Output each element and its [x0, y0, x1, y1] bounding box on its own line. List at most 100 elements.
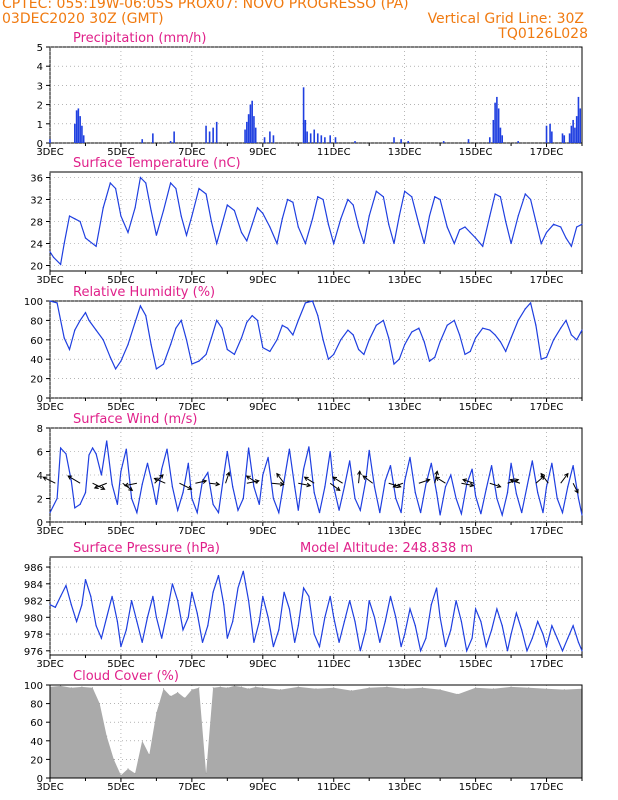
data-point [373, 486, 376, 488]
data-point [333, 242, 335, 245]
wind-arrow-shaft [124, 482, 137, 487]
precip-bar [407, 141, 410, 143]
data-point [343, 486, 345, 488]
data-point [329, 450, 331, 453]
precip-bar [549, 123, 551, 143]
data-point [354, 620, 356, 623]
data-point [130, 599, 133, 602]
data-point [233, 209, 236, 212]
y-tick-label: 1 [37, 120, 43, 131]
precip-bar [253, 116, 255, 143]
data-point [475, 687, 477, 689]
data-point [180, 319, 182, 321]
y-tick-label: 6 [37, 448, 43, 459]
data-point [272, 497, 275, 500]
x-tick-label: 13DEC [388, 782, 422, 793]
wind-arrow-shaft [246, 475, 258, 484]
wind-arrow-shaft [276, 473, 285, 484]
data-point [216, 242, 218, 245]
data-point [313, 492, 315, 494]
wind-arrow-shaft [225, 472, 230, 484]
data-point [84, 492, 87, 494]
precip-bar [572, 119, 574, 143]
data-point [581, 650, 583, 652]
header-station-line: CPTEC: 055:19W-06:05S PROX07: NOVO PROGR… [2, 0, 409, 12]
precip-bar [272, 135, 275, 143]
data-point [567, 637, 569, 639]
data-point [506, 650, 509, 652]
panel-frame-top [49, 684, 583, 779]
data-point [388, 337, 390, 339]
data-point [120, 360, 122, 362]
wind-arrow-shaft [489, 482, 501, 488]
x-tick-label: 3DEC [36, 659, 63, 670]
data-point [475, 237, 477, 239]
panel-annotation: Model Altitude: 248.838 m [300, 541, 473, 556]
data-point [95, 625, 97, 627]
data-point [561, 511, 564, 514]
data-point [191, 497, 193, 500]
data-point [375, 324, 377, 326]
data-point [185, 339, 188, 341]
data-point [237, 587, 239, 589]
data-point [469, 350, 471, 353]
precip-bar [494, 102, 496, 143]
data-point [76, 620, 78, 623]
data-point [233, 685, 235, 687]
data-point [545, 356, 548, 358]
data-point [68, 215, 71, 217]
data-point [435, 492, 438, 494]
data-point [262, 474, 264, 476]
header-grid-line-note: Vertical Grid Line: 30Z [427, 11, 584, 27]
data-point [535, 220, 537, 223]
data-point [134, 321, 136, 323]
wind-arrow-head [187, 485, 193, 490]
data-point [237, 509, 239, 511]
data-point [198, 187, 200, 190]
wind-arrow-shaft [154, 477, 166, 484]
precip-bar [254, 127, 257, 143]
data-point [404, 688, 406, 690]
data-point [411, 331, 413, 333]
data-point [420, 511, 422, 514]
data-point [506, 492, 509, 494]
data-point [515, 612, 517, 614]
wind-arrow-shaft [271, 482, 284, 485]
wind-arrow-head [462, 478, 468, 483]
panel-title: Precipitation (mm/h) [73, 31, 206, 46]
data-point [546, 688, 548, 690]
data-point [210, 337, 212, 339]
data-point [212, 503, 214, 505]
data-point [382, 319, 384, 321]
data-point [175, 187, 177, 190]
data-point [482, 245, 484, 247]
precip-bar [313, 129, 316, 143]
precip-bar [215, 121, 218, 143]
data-point [63, 242, 65, 245]
x-tick-label: 5DEC [107, 147, 134, 158]
data-point [428, 215, 431, 217]
data-point [267, 456, 269, 458]
data-point [65, 584, 67, 587]
y-tick-label: 40 [30, 355, 43, 366]
precip-bar [561, 133, 564, 143]
data-point [421, 687, 423, 689]
data-point [84, 237, 87, 239]
precip-bar [501, 135, 503, 143]
wind-arrow-head [434, 470, 439, 476]
data-point [404, 190, 406, 192]
data-point [338, 509, 340, 511]
data-point [435, 587, 438, 589]
data-point [510, 337, 512, 339]
data-point [368, 339, 370, 341]
precip-bar [205, 125, 207, 143]
panel-2: 3DEC 5DEC 7DEC 9DEC 11DEC 13DEC 15DEC 17DEC 0 20 4… [24, 285, 583, 413]
data-point [464, 353, 466, 355]
data-point [251, 314, 253, 317]
wind-arrow-shaft [560, 473, 569, 484]
precip-bar [247, 114, 250, 143]
data-point [288, 608, 290, 610]
data-point [349, 460, 351, 462]
data-point [469, 231, 471, 234]
data-point [205, 193, 207, 195]
